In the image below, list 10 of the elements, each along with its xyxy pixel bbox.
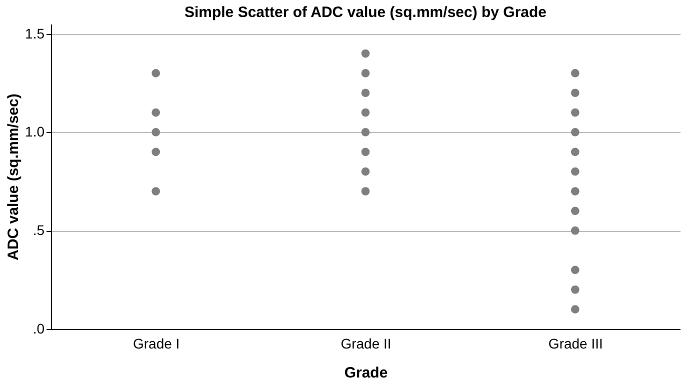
y-axis-title: ADC value (sq.mm/sec) [5,94,22,260]
x-tick-label: Grade III [548,336,603,352]
y-tick-label: 1.5 [25,25,45,42]
x-tick-label: Grade I [132,336,180,352]
x-tick-label: Grade II [340,336,392,352]
chart-title: Simple Scatter of ADC value (sq.mm/sec) by Grade [184,4,547,21]
x-axis-title: Grade [344,364,388,382]
y-tick-label: .5 [32,222,45,238]
y-tick-label: .0 [32,320,45,336]
y-tick-label: 1.0 [25,124,45,140]
